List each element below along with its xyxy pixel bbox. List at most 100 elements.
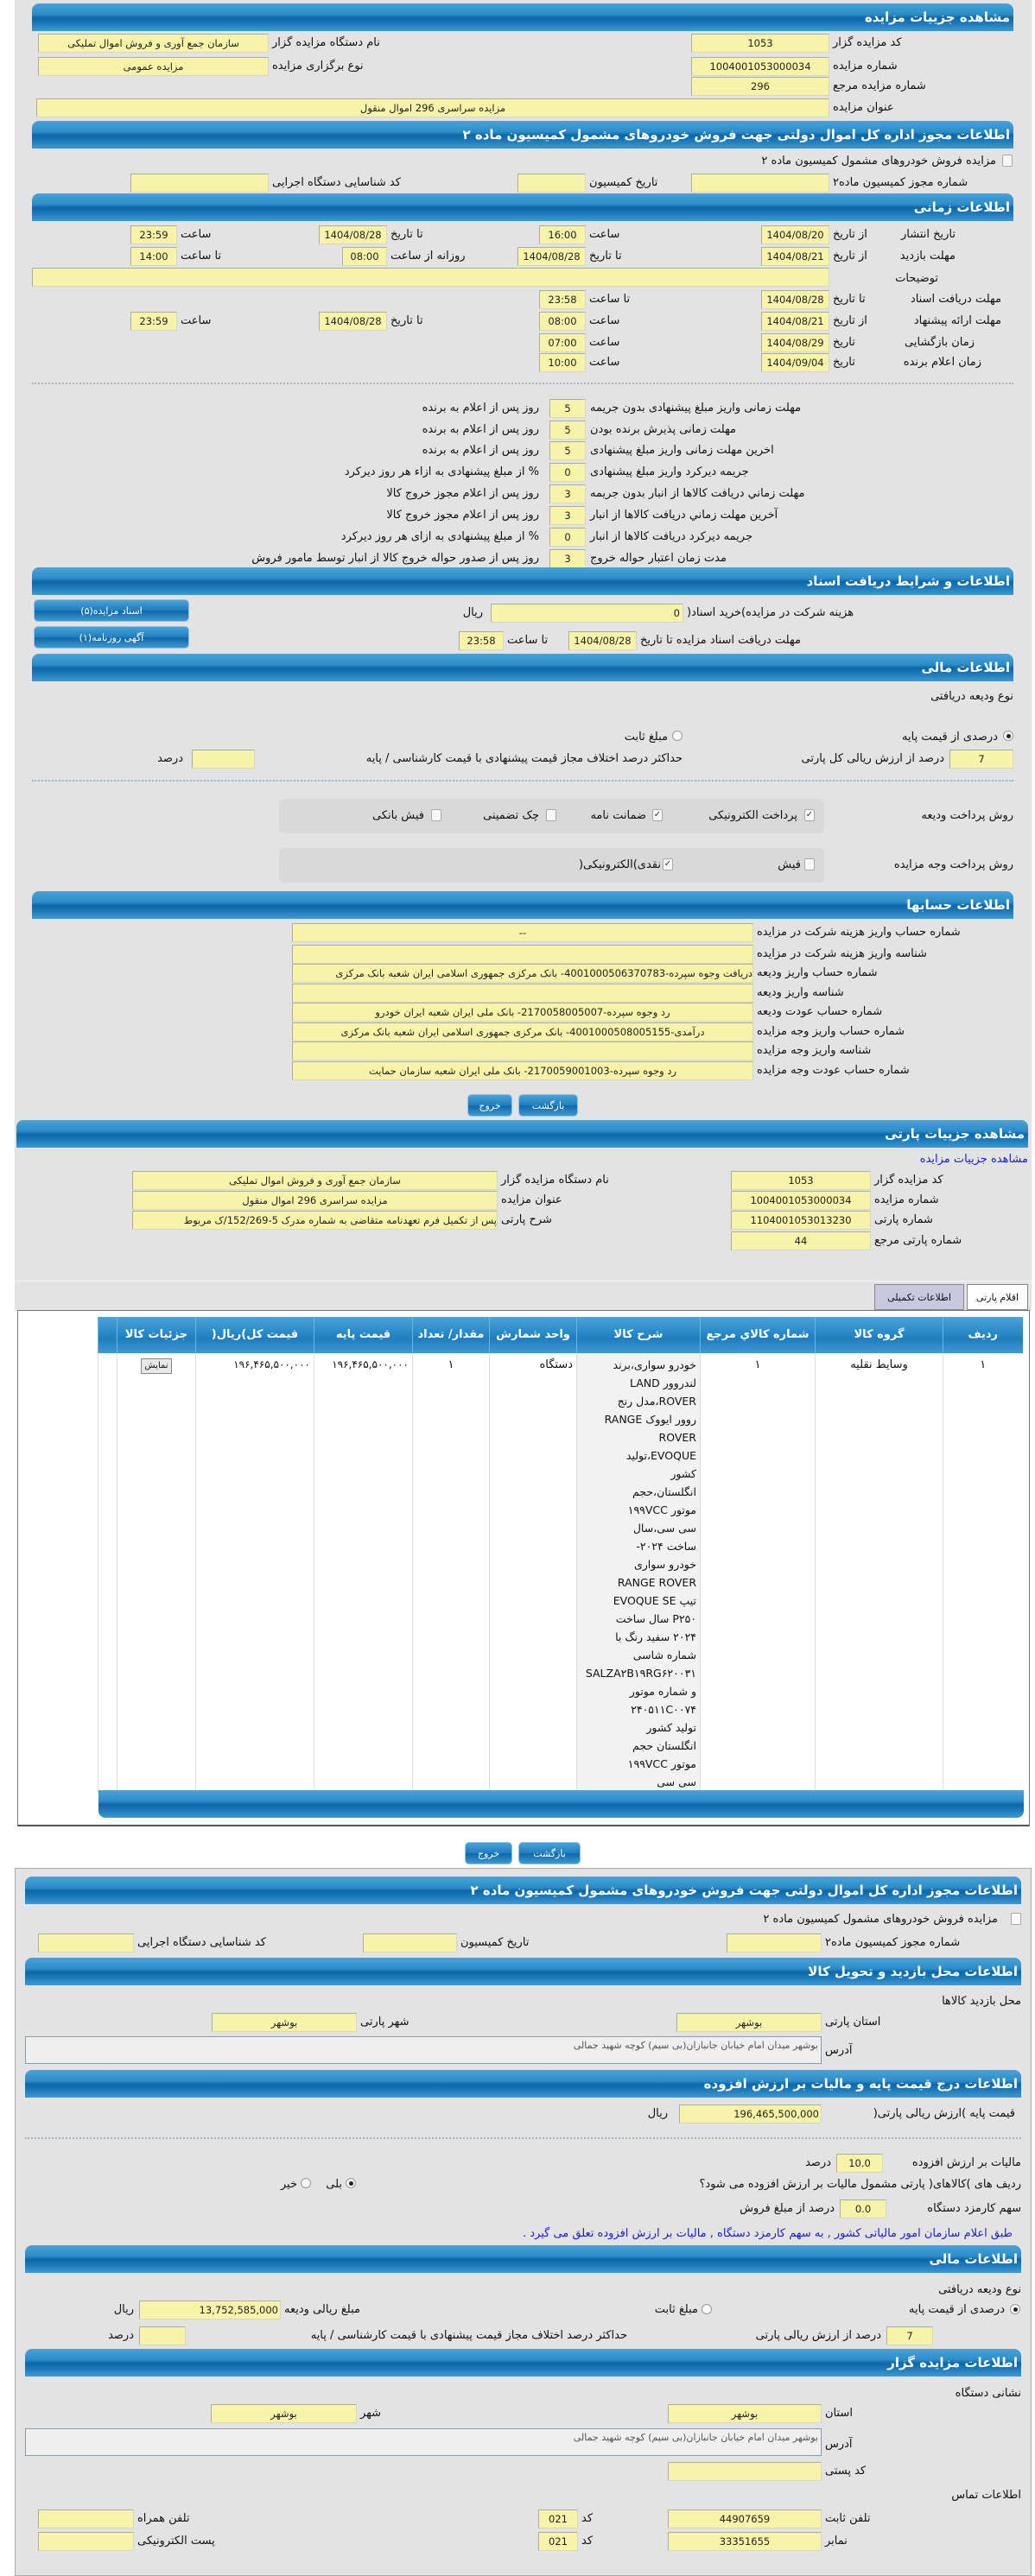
doc-fee-field[interactable]: 0 — [491, 604, 683, 623]
offer-to-time[interactable]: 23:59 — [130, 312, 177, 331]
auction-title-field[interactable]: مزایده سراسری 296 اموال منقول — [36, 98, 829, 117]
lot-ref-field[interactable]: 44 — [731, 1231, 871, 1250]
email-field[interactable] — [38, 2532, 134, 2551]
deadline-field[interactable]: 5 — [549, 421, 586, 440]
publish-to-date[interactable]: 1404/08/28 — [319, 225, 387, 244]
visit-daily-from[interactable]: 08:00 — [342, 247, 387, 266]
deadline-field[interactable]: 5 — [549, 441, 586, 460]
lot-address-field[interactable]: بوشهر میدان امام خیابان جانبازان(بی سیم)… — [25, 2036, 822, 2064]
fixed2-radio[interactable] — [702, 2304, 712, 2314]
permit2-number-field[interactable] — [727, 1934, 822, 1953]
fixed-radio[interactable] — [672, 731, 683, 741]
tab-extra-info[interactable]: اطلاعات تکمیلی — [874, 1284, 964, 1310]
tab-lot-items[interactable]: اقلام پارتی — [967, 1284, 1028, 1310]
permit-checkbox[interactable] — [1002, 155, 1013, 167]
deadline-field[interactable]: 0 — [549, 463, 586, 482]
back-button[interactable]: بازگشت — [518, 1842, 581, 1864]
deadline-field[interactable]: 0 — [549, 528, 586, 547]
vat-no-radio[interactable] — [301, 2178, 311, 2188]
visit-daily-to[interactable]: 14:00 — [130, 247, 177, 266]
doc-deadline-time[interactable]: 23:58 — [459, 631, 504, 650]
exit-button[interactable]: خروج — [467, 1094, 512, 1117]
winner-time[interactable]: 10:00 — [539, 353, 586, 372]
permit2-date-field[interactable] — [363, 1934, 457, 1953]
publish-from-time[interactable]: 16:00 — [539, 225, 586, 244]
permit2-checkbox[interactable] — [1011, 1913, 1021, 1925]
vat-field[interactable]: 10.0 — [836, 2154, 883, 2173]
visit-from-date[interactable]: 1404/08/21 — [761, 247, 829, 266]
publish-to-time[interactable]: 23:59 — [130, 225, 177, 244]
offer-to-date[interactable]: 1404/08/28 — [319, 312, 387, 331]
bank-slip-checkbox[interactable] — [431, 809, 441, 821]
account-field[interactable] — [292, 945, 753, 964]
fax-field[interactable]: 33351655 — [668, 2532, 822, 2551]
max-diff-field[interactable] — [192, 750, 255, 769]
opening-time[interactable]: 07:00 — [539, 333, 586, 352]
account-field[interactable]: رد وجوه سپرده-2170058005007- بانک ملی ای… — [292, 1003, 753, 1022]
account-field[interactable] — [292, 984, 753, 1003]
auction-documents-button[interactable]: اسناد مزایده(۵) — [34, 599, 189, 622]
deposit-amount-field[interactable]: 13,752,585,000 — [139, 2301, 281, 2320]
docs-to-time[interactable]: 23:58 — [539, 290, 586, 309]
phone-code-field[interactable]: 021 — [538, 2510, 578, 2529]
doc-deadline-date[interactable]: 1404/08/28 — [568, 631, 637, 650]
phone-field[interactable]: 44907659 — [668, 2510, 822, 2529]
exit-button[interactable]: خروج — [465, 1842, 512, 1864]
lot-auctioneer-code-field[interactable]: 1053 — [731, 1171, 871, 1190]
opening-date[interactable]: 1404/08/29 — [761, 333, 829, 352]
deadline-field[interactable]: 3 — [549, 549, 586, 568]
notes-field[interactable] — [32, 268, 829, 287]
lot-province-field[interactable]: بوشهر — [676, 2013, 822, 2032]
publish-from-date[interactable]: 1404/08/20 — [761, 225, 829, 244]
percent2-radio[interactable] — [1010, 2304, 1020, 2314]
show-details-button[interactable]: نمایش — [141, 1358, 172, 1374]
guarantee-checkbox[interactable]: ✓ — [652, 809, 663, 821]
base-price-field[interactable]: 196,465,500,000 — [679, 2104, 822, 2123]
electronic-payment-checkbox[interactable]: ✓ — [804, 809, 815, 821]
lot-city-field[interactable]: بوشهر — [212, 2013, 357, 2032]
account-field[interactable]: رد وجوه سپرده-2170059001003- بانک ملی ای… — [292, 1061, 753, 1080]
lot-org-name-field[interactable]: سازمان جمع آوری و فروش اموال تملیکی — [132, 1171, 498, 1190]
org-name-field[interactable]: سازمان جمع آوری و فروش اموال تملیکی — [38, 34, 269, 53]
lot-auction-number-field[interactable]: 1004001053000034 — [731, 1191, 871, 1210]
slip-checkbox[interactable] — [804, 858, 815, 870]
deadline-field[interactable]: 3 — [549, 484, 586, 503]
cash-electronic-checkbox[interactable]: ✓ — [663, 858, 673, 870]
visit-to-date[interactable]: 1404/08/28 — [518, 247, 586, 266]
account-field[interactable]: درآمدی-4001000508005155- بانک مرکزی جمهو… — [292, 1022, 753, 1041]
exec-code-field[interactable] — [130, 174, 269, 193]
auction-type-field[interactable]: مزایده عمومی — [38, 57, 269, 76]
vat-yes-radio[interactable] — [346, 2178, 356, 2188]
percent-radio[interactable] — [1003, 731, 1013, 741]
account-field[interactable] — [292, 1041, 753, 1060]
commission-date-field[interactable] — [518, 174, 586, 193]
auctioneer-code-field[interactable]: 1053 — [691, 34, 829, 53]
max-diff2-field[interactable] — [139, 2326, 186, 2345]
deposit2-percent-field[interactable]: 7 — [886, 2326, 933, 2345]
auction-details-link[interactable]: مشاهده جزییات مزایده — [919, 1153, 1028, 1166]
docs-to-date[interactable]: 1404/08/28 — [761, 290, 829, 309]
province-field[interactable]: بوشهر — [668, 2404, 822, 2423]
city-field[interactable]: بوشهر — [211, 2404, 357, 2423]
account-field[interactable]: -- — [292, 923, 753, 942]
offer-from-time[interactable]: 08:00 — [539, 312, 586, 331]
postal-field[interactable] — [668, 2462, 822, 2481]
fax-code-field[interactable]: 021 — [538, 2532, 578, 2551]
winner-date[interactable]: 1404/09/04 — [761, 353, 829, 372]
lot-number-field[interactable]: 1104001053013230 — [731, 1211, 871, 1230]
deadline-field[interactable]: 5 — [549, 399, 586, 418]
cheque-checkbox[interactable] — [546, 809, 556, 821]
offer-from-date[interactable]: 1404/08/21 — [761, 312, 829, 331]
account-field[interactable]: دریافت وجوه سپرده-4001000506370783- بانک… — [292, 964, 753, 983]
permit2-exec-code-field[interactable] — [38, 1934, 134, 1953]
newspaper-ads-button[interactable]: آگهی روزنامه(۱) — [34, 626, 189, 649]
fee-share-field[interactable]: 0.0 — [840, 2199, 886, 2218]
deadline-field[interactable]: 3 — [549, 506, 586, 525]
lot-desc-field[interactable]: پس از تکمیل فرم تعهدنامه متقاضی به شماره… — [132, 1211, 498, 1230]
auction-number-field[interactable]: 1004001053000034 — [691, 57, 829, 76]
ref-number-field[interactable]: 296 — [691, 77, 829, 96]
back-button[interactable]: بازگشت — [518, 1094, 578, 1117]
lot-auction-title-field[interactable]: مزایده سراسری 296 اموال منقول — [132, 1191, 498, 1210]
address-field[interactable]: بوشهر میدان امام خیابان جانبازان(بی سیم)… — [25, 2428, 822, 2456]
mobile-field[interactable] — [38, 2510, 134, 2529]
